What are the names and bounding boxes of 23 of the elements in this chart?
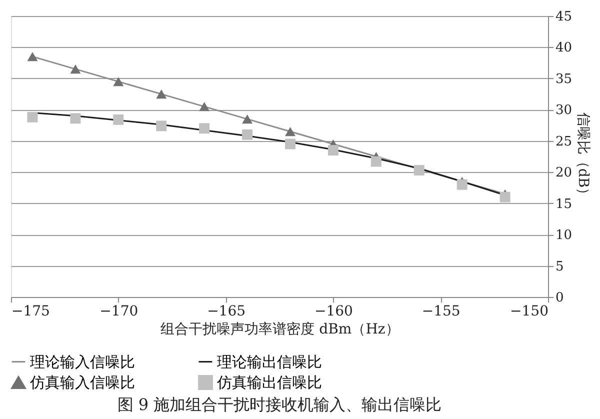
x-tick-label: −155: [422, 304, 460, 320]
y-tick-label: 45: [556, 10, 572, 24]
x-tick-label: −150: [510, 304, 548, 320]
text: 图 9 施加组合干扰时接收机输入、输出信噪比: [117, 395, 442, 414]
y-tick-label: 0: [556, 290, 564, 306]
y-tick-label: 15: [556, 196, 572, 212]
y-tick-label: 5: [556, 259, 564, 274]
x-tick-label: −170: [100, 304, 138, 320]
y-tick-label: 20: [556, 166, 572, 181]
legend-label: 仿真输出信噪比: [216, 374, 322, 392]
x-tick-label: −175: [12, 304, 50, 320]
x-axis-title: 组合干扰噪声功率谱密度 dBm（Hz）: [160, 322, 400, 338]
x-tick-label: −165: [207, 304, 246, 320]
legend-label: 理论输出信噪比: [217, 352, 322, 371]
y-tick-label: 40: [556, 40, 572, 56]
y-tick-label: 10: [556, 228, 572, 244]
y-tick-label: 25: [556, 134, 572, 150]
x-tick-label: −160: [314, 304, 353, 320]
y-tick-label: 35: [556, 72, 572, 87]
y-axis-title: 信噪比（dB）: [575, 112, 592, 202]
legend-label: 仿真输入信噪比: [29, 374, 135, 392]
y-tick-label: 30: [556, 103, 572, 118]
legend-label: 理论输入信噪比: [30, 352, 135, 371]
